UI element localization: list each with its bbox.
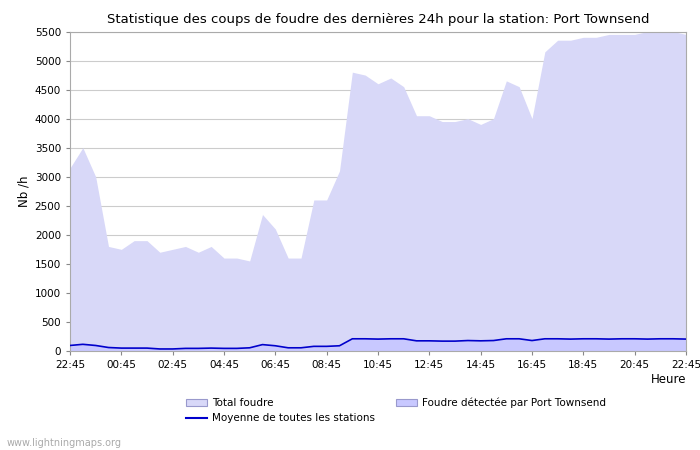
Title: Statistique des coups de foudre des dernières 24h pour la station: Port Townsend: Statistique des coups de foudre des dern… <box>106 13 650 26</box>
Y-axis label: Nb /h: Nb /h <box>18 176 31 207</box>
Text: www.lightningmaps.org: www.lightningmaps.org <box>7 438 122 448</box>
Legend: Total foudre, Moyenne de toutes les stations, Foudre détectée par Port Townsend: Total foudre, Moyenne de toutes les stat… <box>186 398 606 423</box>
Text: Heure: Heure <box>650 374 686 387</box>
